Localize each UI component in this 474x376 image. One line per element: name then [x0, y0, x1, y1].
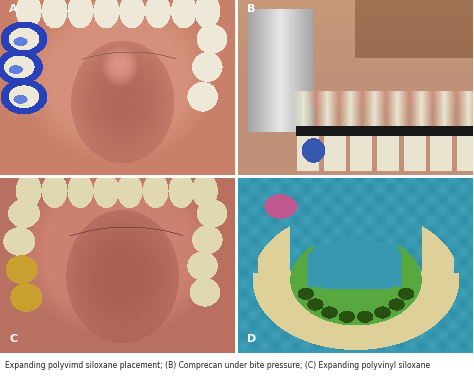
Text: Expanding polyvimd siloxane placement; (B) Comprecan under bite pressure; (C) Ex: Expanding polyvimd siloxane placement; (…: [5, 361, 430, 370]
Text: C: C: [9, 334, 18, 344]
Text: A: A: [9, 4, 18, 14]
Text: B: B: [247, 4, 256, 14]
Text: D: D: [247, 334, 256, 344]
